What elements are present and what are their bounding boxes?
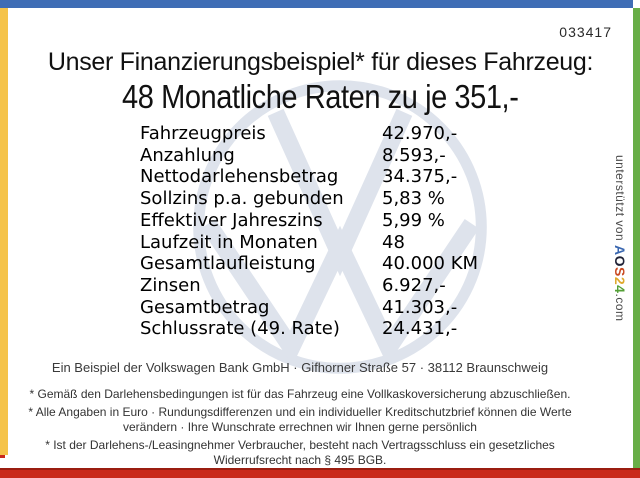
left-border-bar-tip (0, 455, 5, 458)
table-row-value: 8.593,- (382, 144, 446, 166)
table-row-label: Fahrzeugpreis (140, 123, 266, 144)
supported-by-label: unterstützt von (613, 155, 627, 246)
table-row-value: 6.927,- (382, 274, 446, 296)
footnote: * Alle Angaben in Euro · Rundungsdiffere… (28, 405, 572, 434)
table-row: Nettodarlehensbetrag 34.375,- (140, 166, 478, 188)
aos24-logo-letter: S (612, 267, 628, 277)
table-row-label: Anzahlung (140, 144, 235, 166)
top-border-bar (0, 0, 633, 8)
vw-logo-watermark-icon (193, 80, 487, 374)
table-row-label: Gesamtbetrag (140, 296, 270, 318)
footnote: * Gemäß den Darlehensbedingungen ist für… (29, 387, 571, 401)
monthly-rate-text: 48 Monatliche Raten zu je 351,- (122, 78, 519, 115)
table-row: Gesamtlaufleistung 40.000 KM (140, 253, 478, 275)
aos24-logo-letter: O (612, 255, 628, 268)
table-row: Fahrzeugpreis 42.970,- (140, 123, 478, 145)
table-row-value: 5,83 % (382, 188, 445, 210)
table-row-label: Schlussrate (49. Rate) (140, 318, 340, 340)
sponsor-strip: unterstützt von AOS24.com (612, 155, 628, 355)
offer-headline: Unser Finanzierungsbeispiel* für dieses … (47, 48, 594, 76)
table-row-value: 24.431,- (382, 318, 458, 340)
footnote: * Ist der Darlehens-/Leasingnehmer Verbr… (45, 438, 555, 467)
table-row-label: Nettodarlehensbetrag (140, 166, 339, 188)
table-row-label: Effektiver Jahreszins (140, 209, 323, 231)
table-row-value: 34.375,- (382, 166, 458, 188)
monthly-rate-headline: 48 Monatliche Raten zu je 351,- (8, 77, 633, 117)
aos24-domain-suffix: .com (613, 293, 627, 322)
right-border-bar (633, 8, 640, 468)
table-row-value: 48 (382, 231, 405, 253)
table-row-label: Sollzins p.a. gebunden (140, 188, 344, 210)
aos24-logo-letter: 4 (612, 285, 628, 294)
table-row: Zinsen 6.927,- (140, 275, 478, 297)
document-number: 033417 (559, 24, 612, 40)
table-row: Anzahlung 8.593,- (140, 145, 478, 167)
table-row-label: Zinsen (140, 274, 201, 296)
left-border-bar (0, 8, 8, 455)
title-block: Unser Finanzierungsbeispiel* für dieses … (8, 47, 633, 117)
table-row-value: 5,99 % (382, 209, 445, 231)
table-row: Laufzeit in Monaten 48 (140, 232, 478, 254)
aos24-logo: AOS24 (612, 245, 628, 294)
bank-address-line: Ein Beispiel der Volkswagen Bank GmbH · … (51, 360, 549, 375)
table-row: Gesamtbetrag 41.303,- (140, 297, 478, 319)
table-row-value: 41.303,- (382, 296, 458, 318)
table-row-label: Gesamtlaufleistung (140, 253, 316, 275)
table-row-label: Laufzeit in Monaten (140, 231, 318, 253)
table-row: Schlussrate (49. Rate) 24.431,- (140, 318, 478, 340)
table-row: Effektiver Jahreszins 5,99 % (140, 210, 478, 232)
table-row-value: 42.970,- (382, 123, 458, 144)
table-row-value: 40.000 KM (382, 253, 479, 275)
bottom-border-bar (0, 468, 640, 478)
aos24-logo-letter: A (612, 245, 628, 256)
footer: Ein Beispiel der Volkswagen Bank GmbH · … (16, 361, 584, 471)
aos24-logo-letter: 2 (612, 276, 628, 286)
table-row: Sollzins p.a. gebunden 5,83 % (140, 188, 478, 210)
footnotes: * Gemäß den Darlehensbedingungen ist für… (16, 387, 584, 468)
finance-table: Fahrzeugpreis 42.970,- Anzahlung 8.593,- Net… (140, 123, 478, 340)
